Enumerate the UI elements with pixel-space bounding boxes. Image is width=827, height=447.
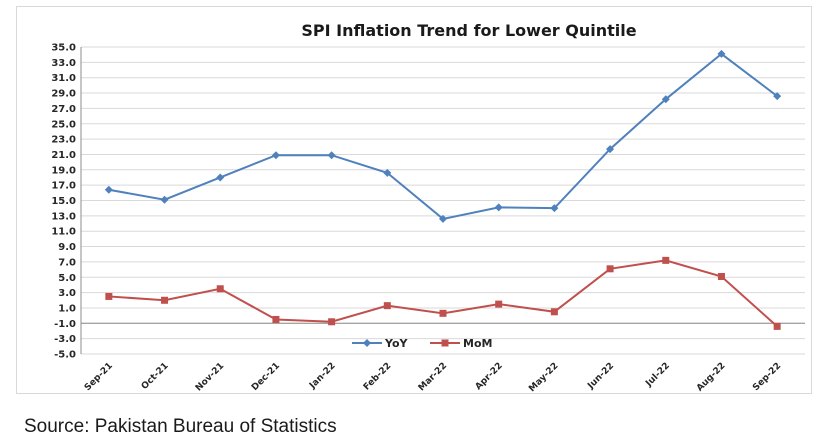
y-tick-label: 25.0 [51, 119, 76, 130]
x-tick-label: Jan-22 [307, 361, 337, 391]
y-tick-label: 15.0 [51, 196, 76, 207]
axes: 35.0 33.0 31.0 29.0 27.0 25.0 23.0 21.0 19.0 17.0… [51, 43, 805, 394]
data-point-yoy [661, 95, 670, 104]
y-tick-label: 33.0 [51, 58, 76, 69]
x-tick-label: Feb-22 [362, 361, 394, 393]
x-tick-label: Sep-22 [751, 361, 783, 393]
y-tick-label: 13.0 [51, 211, 76, 222]
y-tick-label: 27.0 [51, 104, 76, 115]
data-point-yoy [717, 49, 726, 58]
data-point-yoy [494, 203, 503, 212]
x-tick-label: Oct-21 [140, 361, 171, 392]
y-tick-label: 21.0 [51, 150, 76, 161]
data-point-mom [717, 272, 725, 280]
data-point-mom [495, 300, 503, 308]
y-tick-label: 35.0 [51, 43, 76, 54]
data-point-yoy [327, 151, 336, 160]
x-tick-label: Jun-22 [585, 361, 616, 392]
x-tick-label: Apr-22 [474, 361, 505, 392]
data-point-yoy [271, 151, 280, 160]
data-point-mom [662, 256, 670, 264]
x-tick-label: Nov-21 [194, 361, 226, 393]
y-tick-label: -5.0 [54, 350, 76, 361]
data-point-yoy [773, 92, 782, 101]
data-point-yoy [606, 145, 615, 154]
data-point-yoy [550, 204, 559, 213]
data-point-yoy [104, 185, 113, 194]
line-chart: SPI Inflation Trend for Lower Quintile 3… [51, 21, 805, 394]
data-point-mom [216, 285, 224, 293]
legend-label-yoy: YoY [384, 337, 409, 350]
x-tick-label: May-22 [527, 361, 560, 394]
data-point-mom [550, 308, 558, 316]
data-point-mom [105, 292, 113, 300]
legend-marker [441, 339, 449, 347]
y-tick-label: 11.0 [51, 227, 76, 238]
source-note: Source: Pakistan Bureau of Statistics [24, 416, 337, 437]
chart-frame: SPI Inflation Trend for Lower Quintile 3… [16, 6, 812, 394]
legend: YoY MoM [352, 337, 492, 350]
x-tick-label: Aug-22 [695, 361, 728, 394]
y-tick-label: 19.0 [51, 165, 76, 176]
y-tick-label: 17.0 [51, 181, 76, 192]
legend-label-mom: MoM [463, 337, 492, 350]
data-point-mom [383, 302, 391, 310]
x-tick-label: Dec-21 [250, 361, 282, 393]
x-tick-label: Jul-22 [644, 361, 672, 389]
y-tick-label: 23.0 [51, 135, 76, 146]
data-point-mom [328, 318, 336, 326]
series-lines [104, 49, 782, 330]
y-tick-label: 29.0 [51, 89, 76, 100]
data-point-yoy [216, 173, 225, 182]
y-tick-label: -1.0 [54, 319, 76, 330]
data-point-mom [439, 309, 447, 317]
y-tick-label: 3.0 [58, 288, 76, 299]
data-point-mom [161, 296, 169, 304]
y-tick-label: 7.0 [58, 257, 76, 268]
chart-title: SPI Inflation Trend for Lower Quintile [301, 21, 636, 40]
y-tick-label: -3.0 [54, 334, 76, 345]
y-tick-label: 9.0 [58, 242, 76, 253]
data-point-mom [773, 322, 781, 330]
legend-marker [363, 339, 371, 347]
gridlines [81, 46, 805, 355]
data-point-yoy [160, 195, 169, 204]
data-point-mom [606, 265, 614, 273]
x-tick-label: Mar-22 [417, 361, 449, 393]
series-line-yoy [108, 52, 778, 220]
y-tick-label: 5.0 [58, 273, 76, 284]
y-tick-label: 1.0 [58, 303, 76, 314]
y-tick-label: 31.0 [51, 73, 76, 84]
data-point-yoy [383, 168, 392, 177]
x-tick-label: Sep-21 [83, 361, 115, 393]
data-point-yoy [439, 214, 447, 223]
data-point-mom [272, 315, 280, 323]
